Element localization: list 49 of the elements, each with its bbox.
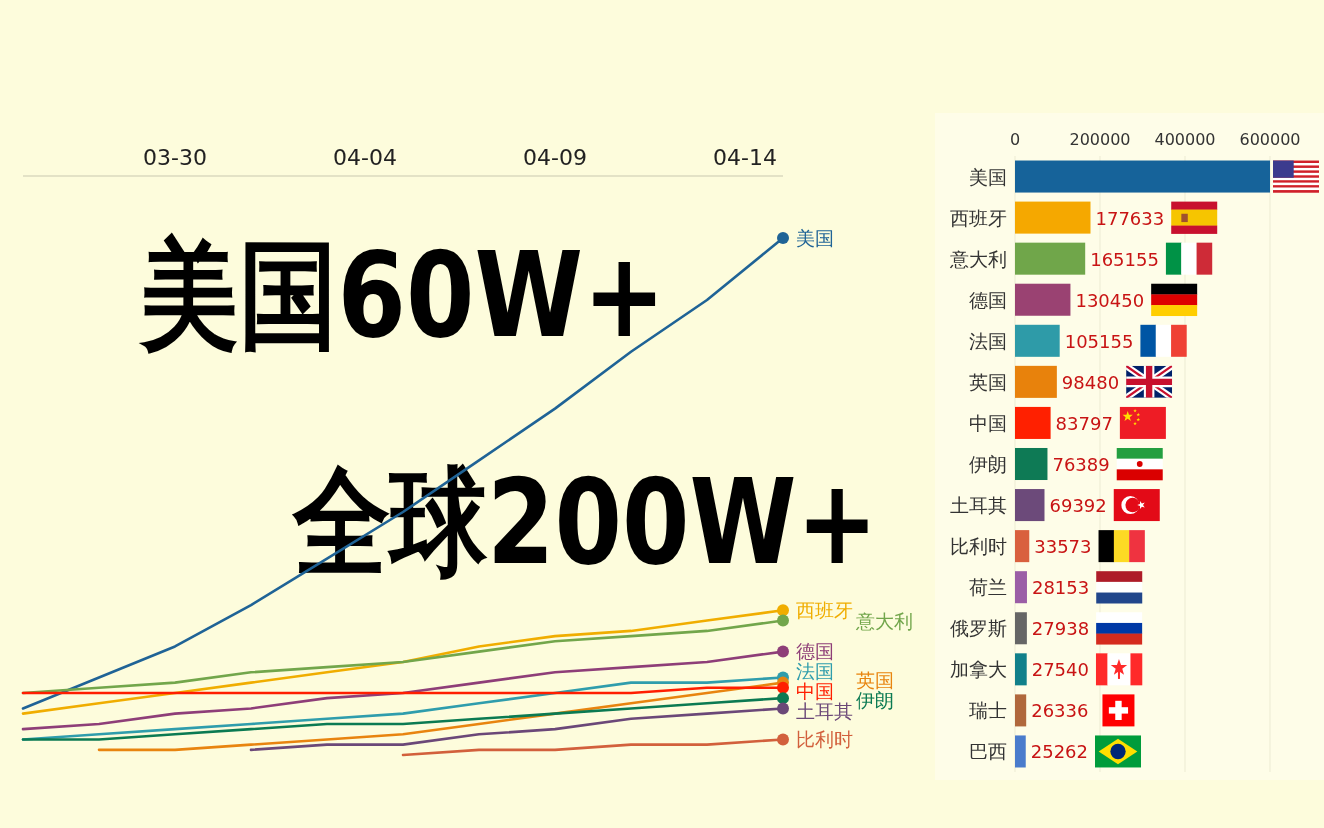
x-tick-label: 04-14	[713, 145, 777, 170]
category-label: 英国	[969, 370, 1007, 393]
value-label: 98480	[1061, 371, 1120, 393]
series-label: 美国	[796, 227, 834, 249]
x-tick-label: 04-09	[523, 145, 587, 170]
value-label: 27938	[1031, 618, 1090, 640]
series-label: 德国	[796, 640, 834, 663]
series-label: 比利时	[796, 728, 853, 751]
x-tick-label: 600000	[1239, 130, 1301, 149]
category-label: 美国	[969, 165, 1007, 188]
category-label: 意大利	[950, 247, 1007, 270]
value-label: 28153	[1031, 577, 1090, 599]
series-label: 伊朗	[856, 689, 894, 712]
series-label: 土耳其	[796, 700, 853, 723]
annotation: 全球200W+	[293, 453, 878, 591]
value-label: 25262	[1030, 741, 1088, 763]
series-label: 法国	[796, 660, 834, 683]
x-tick-label: 200000	[1069, 130, 1131, 149]
value-label: 165155	[1090, 248, 1159, 270]
category-label: 伊朗	[969, 453, 1007, 475]
category-label: 西班牙	[950, 206, 1007, 229]
category-label: 中国	[969, 411, 1007, 434]
value-label: 177633	[1095, 207, 1165, 229]
value-label: 76389	[1052, 454, 1110, 475]
category-label: 瑞士	[969, 699, 1007, 722]
category-label: 比利时	[950, 535, 1007, 558]
category-label: 土耳其	[950, 494, 1007, 517]
annotation: 美国60W+	[140, 226, 666, 365]
value-label: 83797	[1055, 412, 1113, 434]
value-label: 26336	[1031, 700, 1089, 722]
x-tick-label: 03-30	[143, 145, 207, 170]
category-label: 加拿大	[950, 658, 1007, 681]
x-tick-label: 04-04	[333, 145, 397, 170]
series-label: 中国	[796, 680, 834, 703]
value-label: 27540	[1031, 659, 1089, 681]
value-label: 33573	[1034, 536, 1092, 558]
series-label: 英国	[856, 669, 894, 692]
category-label: 俄罗斯	[950, 617, 1007, 640]
x-tick-label: 400000	[1154, 130, 1216, 149]
value-label: 69392	[1049, 495, 1107, 517]
x-tick-label: 0	[1009, 130, 1021, 149]
series-label: 意大利	[856, 609, 913, 632]
category-label: 巴西	[969, 740, 1007, 763]
series-label: 西班牙	[796, 599, 853, 622]
value-label: 105155	[1064, 330, 1134, 352]
category-label: 荷兰	[969, 576, 1007, 599]
category-label: 德国	[969, 288, 1007, 311]
value-label: 130450	[1075, 289, 1145, 311]
category-label: 法国	[969, 329, 1007, 352]
